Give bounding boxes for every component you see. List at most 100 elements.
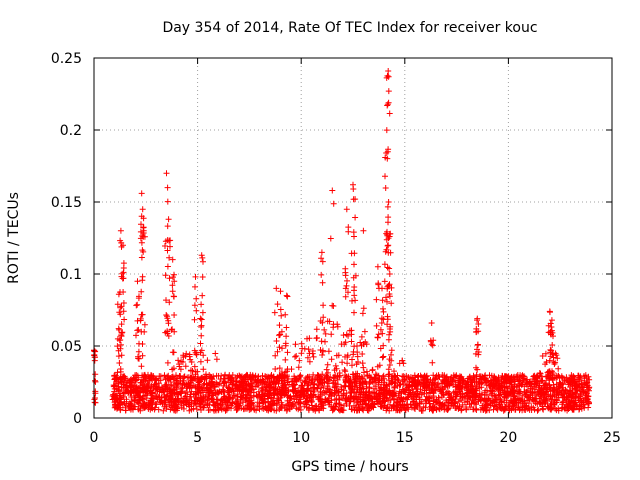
data-point (197, 378, 203, 385)
data-point (575, 394, 582, 401)
data-point (203, 374, 210, 381)
data-point (182, 363, 189, 370)
data-point (397, 381, 404, 388)
data-point (115, 347, 122, 354)
data-point (407, 374, 414, 381)
data-point (386, 110, 393, 117)
data-point (171, 278, 178, 285)
data-point (421, 372, 428, 379)
data-point (284, 373, 291, 380)
data-point (140, 393, 147, 400)
data-point (200, 381, 207, 388)
data-point (197, 358, 204, 365)
y-tick-label: 0.1 (60, 267, 82, 283)
data-point (384, 155, 391, 162)
data-point (384, 148, 391, 155)
data-point (538, 378, 545, 385)
data-point (548, 406, 555, 413)
data-point (512, 396, 519, 403)
data-point (256, 403, 263, 409)
data-point (162, 238, 169, 245)
data-point (138, 239, 145, 246)
data-point (493, 380, 500, 387)
data-point (244, 372, 251, 379)
data-point (349, 356, 355, 363)
data-point (272, 366, 279, 372)
data-point (230, 388, 237, 395)
data-point (352, 214, 359, 221)
data-point (304, 335, 310, 342)
data-point (483, 377, 490, 384)
data-point (114, 392, 121, 399)
data-point (117, 390, 124, 397)
y-tick-label: 0 (73, 411, 82, 427)
data-point (528, 389, 535, 396)
data-point (353, 407, 360, 414)
data-point (340, 332, 347, 339)
data-point (478, 391, 485, 398)
data-point (316, 407, 323, 414)
data-point (261, 380, 268, 387)
data-point (162, 272, 169, 279)
data-point (170, 293, 177, 300)
data-point (128, 402, 135, 409)
data-point (291, 396, 298, 403)
data-point (164, 223, 171, 230)
data-point (279, 345, 285, 352)
data-point (330, 321, 337, 328)
data-point (305, 407, 312, 414)
data-point (351, 233, 357, 240)
data-point (418, 391, 425, 398)
data-point (116, 360, 123, 366)
data-point (491, 376, 498, 383)
data-point (542, 381, 549, 388)
data-point (510, 405, 517, 412)
data-point (263, 384, 270, 391)
data-point (348, 386, 355, 393)
data-point (163, 297, 169, 304)
data-point (165, 333, 172, 339)
data-point (140, 248, 147, 255)
data-point (157, 399, 164, 406)
data-point (512, 377, 519, 384)
data-point (549, 342, 556, 348)
data-point (391, 383, 398, 390)
data-point (219, 401, 226, 408)
data-point (317, 399, 324, 405)
data-point (278, 312, 285, 319)
data-point (292, 353, 298, 360)
data-point (554, 389, 561, 396)
data-point (579, 384, 586, 391)
data-point (129, 387, 136, 394)
data-point (381, 278, 388, 285)
data-point (191, 400, 197, 406)
data-point (176, 373, 183, 379)
data-point (284, 349, 291, 356)
data-point (271, 309, 278, 316)
data-point (557, 382, 564, 389)
data-point (374, 363, 381, 370)
data-point (520, 376, 527, 382)
data-point (318, 249, 325, 256)
data-point (215, 406, 222, 413)
data-point (382, 173, 388, 180)
data-point (283, 333, 290, 340)
data-point (371, 401, 378, 408)
data-point (388, 284, 395, 291)
data-point (210, 373, 217, 380)
data-point (563, 397, 570, 404)
data-point (347, 393, 354, 400)
data-point (232, 400, 239, 406)
data-point (186, 403, 193, 410)
data-point (128, 376, 135, 383)
data-point (553, 381, 560, 388)
data-point (165, 216, 172, 223)
data-point (427, 338, 434, 345)
data-point (386, 362, 393, 368)
data-point (384, 383, 390, 390)
data-point (385, 73, 392, 80)
data-point (410, 396, 417, 403)
data-point (265, 407, 272, 414)
data-point (361, 328, 368, 335)
